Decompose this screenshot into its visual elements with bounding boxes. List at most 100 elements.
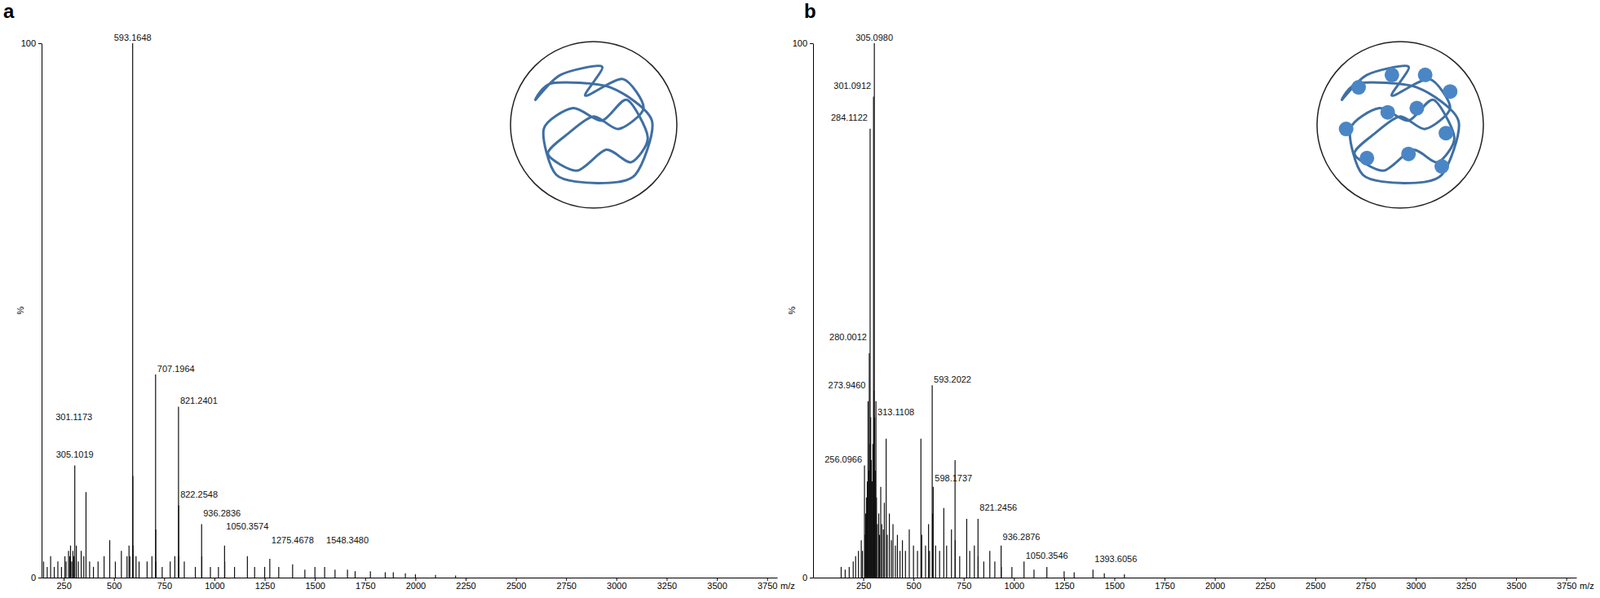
peak-label: 1050.3574 bbox=[225, 521, 269, 531]
peak bbox=[61, 566, 62, 578]
peak bbox=[932, 486, 934, 578]
peak bbox=[67, 550, 69, 578]
x-tick-label: 2000 bbox=[406, 580, 426, 591]
y-tick: 0 bbox=[802, 572, 814, 583]
x-tick: 1250 bbox=[255, 577, 275, 591]
annotations: 305.0980301.0912284.1122280.0012273.9460… bbox=[824, 32, 1137, 564]
peak bbox=[49, 556, 51, 578]
x-tick: 3500 bbox=[707, 577, 727, 591]
peak-label: 280.0012 bbox=[829, 331, 867, 342]
y-tick-mark bbox=[38, 43, 42, 45]
y-tick-label: 100 bbox=[21, 38, 36, 49]
peak-label: 598.1737 bbox=[934, 472, 973, 483]
peak bbox=[103, 556, 105, 578]
peak bbox=[905, 550, 907, 578]
x-tick-label: 1500 bbox=[1104, 580, 1125, 591]
peak bbox=[146, 561, 148, 578]
peak bbox=[921, 534, 923, 578]
peak bbox=[151, 556, 153, 578]
peak-label: 1275.4678 bbox=[271, 534, 314, 545]
x-tick-label: 3750 bbox=[757, 580, 778, 591]
x-tick: 1250 bbox=[1054, 577, 1075, 591]
peak-label: 593.2022 bbox=[933, 374, 972, 385]
x-tick-label: 1000 bbox=[204, 580, 225, 591]
x-tick-label: 2750 bbox=[556, 580, 576, 591]
peak bbox=[1074, 571, 1075, 578]
peak bbox=[154, 529, 156, 578]
peaks bbox=[840, 43, 1124, 578]
peak bbox=[75, 545, 77, 578]
inset-particle bbox=[1418, 67, 1433, 83]
peak bbox=[977, 556, 979, 578]
peak bbox=[840, 566, 842, 578]
peak bbox=[989, 550, 991, 578]
x-tick: 1000 bbox=[204, 577, 225, 591]
y-tick: 100 bbox=[792, 38, 814, 49]
x-axis: 2505007501000125015001750200022502500275… bbox=[42, 577, 778, 591]
peak bbox=[323, 566, 325, 578]
y-tick-mark bbox=[809, 43, 814, 45]
peak bbox=[161, 566, 163, 578]
x-tick: 3500 bbox=[1506, 577, 1526, 591]
inset-particle bbox=[1339, 121, 1354, 137]
peak bbox=[1046, 566, 1048, 578]
peak bbox=[154, 374, 156, 578]
peak-label: 936.2876 bbox=[1003, 531, 1041, 542]
peak bbox=[224, 561, 226, 578]
x-tick-label: 2500 bbox=[506, 580, 526, 591]
peak bbox=[890, 539, 892, 578]
x-tick: 250 bbox=[856, 577, 871, 591]
peak bbox=[867, 401, 869, 578]
x-tick: 2750 bbox=[1356, 577, 1376, 591]
x-tick: 750 bbox=[956, 577, 972, 591]
peak bbox=[247, 556, 248, 578]
peak bbox=[973, 545, 975, 578]
peak bbox=[916, 550, 918, 578]
peak bbox=[935, 545, 937, 578]
peak-label: 273.9460 bbox=[828, 380, 867, 390]
peaks bbox=[43, 43, 456, 578]
peak bbox=[346, 569, 348, 578]
peak bbox=[64, 556, 66, 578]
peak bbox=[881, 524, 883, 579]
panel-label: a bbox=[3, 0, 15, 23]
peak-label: 301.0912 bbox=[833, 80, 871, 91]
peak bbox=[178, 556, 180, 578]
inset-circle bbox=[1317, 41, 1484, 208]
peak bbox=[874, 417, 876, 579]
peak bbox=[217, 566, 219, 578]
x-tick: 3000 bbox=[606, 577, 627, 591]
peak bbox=[1063, 570, 1065, 578]
x-tick: 3750 bbox=[757, 577, 778, 591]
x-tick: 2500 bbox=[1305, 577, 1326, 591]
y-axis-title: % bbox=[15, 305, 26, 314]
y-tick-mark bbox=[809, 577, 814, 579]
inset-particle bbox=[1442, 83, 1458, 99]
y-tick-label: 0 bbox=[802, 572, 808, 583]
peak bbox=[913, 545, 915, 578]
peak bbox=[1000, 545, 1002, 578]
inset bbox=[510, 41, 677, 208]
peak bbox=[278, 566, 279, 578]
peak bbox=[120, 550, 122, 578]
peak bbox=[291, 564, 293, 578]
panel: a250500750100012501500175020002250250027… bbox=[3, 0, 796, 591]
x-tick: 3000 bbox=[1405, 577, 1426, 591]
peak bbox=[1023, 561, 1025, 578]
peak bbox=[135, 556, 137, 578]
peak bbox=[404, 573, 406, 578]
peak bbox=[879, 534, 880, 578]
peak bbox=[434, 574, 436, 578]
inset-particle bbox=[1380, 105, 1396, 120]
peak bbox=[875, 401, 877, 578]
peak bbox=[224, 545, 226, 578]
peak bbox=[853, 561, 854, 578]
peak bbox=[939, 550, 941, 578]
peak bbox=[354, 570, 356, 578]
x-tick-label: 2250 bbox=[1255, 580, 1275, 591]
inset bbox=[1317, 41, 1484, 208]
x-tick: 2250 bbox=[455, 577, 476, 591]
peak bbox=[269, 558, 270, 578]
x-tick-label: 250 bbox=[56, 580, 71, 591]
peak bbox=[114, 561, 116, 578]
